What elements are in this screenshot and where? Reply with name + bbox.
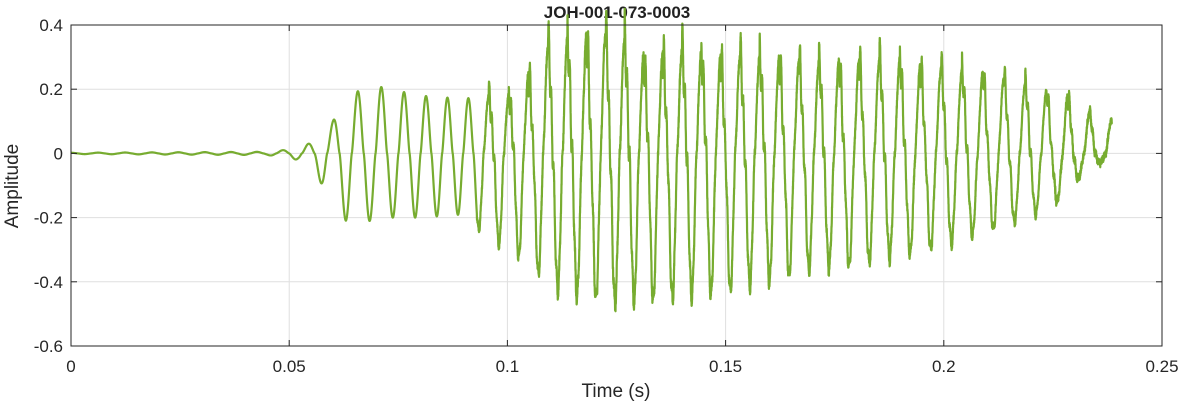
x-tick-label: 0.15 [709, 357, 742, 376]
x-tick-label: 0.1 [496, 357, 520, 376]
y-tick-label: -0.6 [34, 337, 63, 356]
y-axis-label: Amplitude [2, 144, 23, 229]
x-tick-label: 0.2 [932, 357, 956, 376]
waveform-series-line [69, 7, 1113, 313]
tick-labels: 0 0.05 0.1 0.15 0.2 0.25 -0.6 -0.4 -0.2 0 0.2 0.4 [34, 16, 1179, 376]
plot-area [69, 7, 1113, 313]
chart-title: JOH-001-073-0003 [544, 3, 690, 22]
y-tick-label: -0.4 [34, 273, 63, 292]
x-tick-label: 0.25 [1145, 357, 1178, 376]
y-tick-label: -0.2 [34, 209, 63, 228]
x-axis-label: Time (s) [582, 381, 651, 402]
x-tick-label: 0 [66, 357, 75, 376]
x-tick-label: 0.05 [273, 357, 306, 376]
axes-box [70, 24, 1163, 347]
y-tick-label: 0.2 [39, 80, 63, 99]
y-tick-label: 0.4 [39, 16, 63, 35]
y-tick-label: 0 [54, 144, 63, 163]
